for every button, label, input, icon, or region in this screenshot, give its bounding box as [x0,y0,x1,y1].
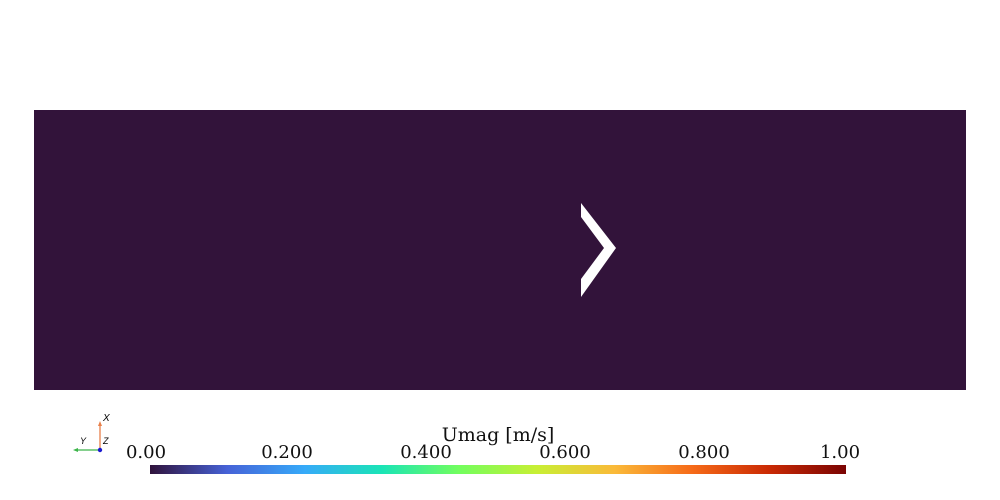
colorbar-tick-label: 0.400 [400,442,452,463]
z-axis-dot [97,447,103,453]
colorbar-gradient [150,465,846,474]
flow-field-domain [34,110,966,390]
colorbar-tick-label: 1.00 [819,442,861,463]
y-axis-label: Y [80,436,87,446]
orientation-axes: X Y Z [73,413,110,453]
y-axis-arrow [73,448,78,452]
colorbar-tick-label: 0.600 [539,442,591,463]
x-axis-arrow [98,421,102,426]
colorbar-tick-label: 0.800 [678,442,730,463]
z-axis-label: Z [102,436,109,446]
colorbar-tick-label: 0.200 [261,442,313,463]
colorbar-title: Umag [m/s] [441,424,555,446]
colorbar-tick-label: 0.00 [125,442,167,463]
x-axis-label: X [102,413,110,424]
